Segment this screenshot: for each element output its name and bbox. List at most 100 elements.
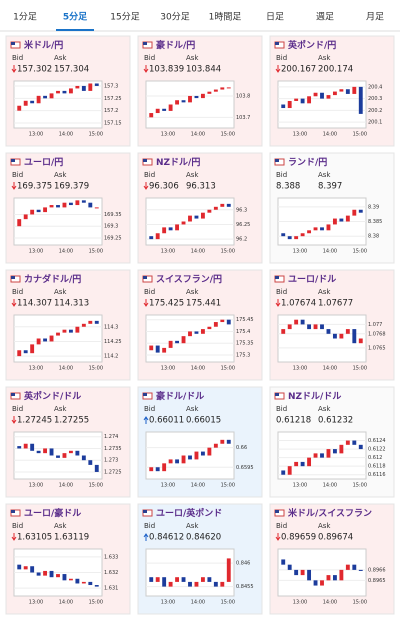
candle xyxy=(358,444,363,450)
candle xyxy=(294,319,299,325)
flag-canton xyxy=(143,42,147,45)
candle xyxy=(207,91,212,94)
candle xyxy=(155,345,160,353)
bid-label: Bid xyxy=(276,522,287,530)
candle xyxy=(75,326,80,333)
y-tick-label: 1.632 xyxy=(104,570,118,576)
x-tick-label: 14:00 xyxy=(323,132,337,138)
candle xyxy=(175,577,180,582)
ask-label: Ask xyxy=(318,171,331,179)
candle xyxy=(213,322,218,327)
candle xyxy=(352,86,357,94)
y-tick-label: 1.077 xyxy=(368,322,382,328)
candle xyxy=(307,569,312,581)
candle xyxy=(36,95,41,104)
flag-canton xyxy=(11,510,15,513)
candle xyxy=(345,440,350,445)
candle xyxy=(155,467,160,472)
candle xyxy=(43,448,48,454)
ask-label: Ask xyxy=(186,171,199,179)
bid-value: 157.302 xyxy=(17,65,52,75)
y-tick-label: 175.3 xyxy=(236,352,250,358)
pair-name: スイスフラン/円 xyxy=(156,274,222,285)
ask-label: Ask xyxy=(54,405,67,413)
pair-name: 英ポンド/円 xyxy=(287,39,336,51)
candle xyxy=(320,324,324,330)
tab[interactable]: 週足 xyxy=(316,12,334,23)
x-tick-label: 13:00 xyxy=(293,366,307,372)
candle xyxy=(30,100,35,104)
candle xyxy=(43,207,48,213)
ask-value: 96.313 xyxy=(186,182,216,192)
candle xyxy=(326,95,331,99)
y-tick-label: 114.3 xyxy=(104,324,118,330)
tab[interactable]: 月足 xyxy=(366,12,384,23)
candle xyxy=(175,100,180,105)
tab[interactable]: 30分足 xyxy=(160,12,189,23)
y-tick-label: 0.846 xyxy=(236,561,250,567)
candle xyxy=(281,329,286,334)
tab[interactable]: 15分足 xyxy=(110,12,139,23)
candle xyxy=(332,91,337,96)
flag-canton xyxy=(143,510,147,513)
candle xyxy=(281,559,286,565)
candle xyxy=(345,89,350,94)
candle xyxy=(88,83,93,91)
x-tick-label: 13:00 xyxy=(161,249,175,255)
tab[interactable]: 5分足 xyxy=(63,11,88,23)
bid-value: 1.07674 xyxy=(281,299,316,309)
chart-frame xyxy=(13,314,103,363)
tab[interactable]: 1時間足 xyxy=(209,12,242,23)
y-tick-label: 1.633 xyxy=(104,554,118,560)
candle xyxy=(213,206,218,210)
candle xyxy=(294,236,299,240)
candle xyxy=(23,100,28,106)
candle xyxy=(220,87,225,90)
tab[interactable]: 日足 xyxy=(266,12,284,23)
y-tick-label: 0.6116 xyxy=(368,472,386,478)
ask-label: Ask xyxy=(318,54,331,62)
x-tick-label: 13:00 xyxy=(293,132,307,138)
x-tick-label: 15:00 xyxy=(353,132,367,138)
bid-label: Bid xyxy=(144,54,155,62)
bid-value: 200.167 xyxy=(281,65,316,75)
ask-value: 0.84620 xyxy=(186,533,221,543)
candle xyxy=(168,459,173,464)
bid-label: Bid xyxy=(276,171,287,179)
y-tick-label: 200.4 xyxy=(368,84,382,90)
candle xyxy=(339,89,344,92)
candle xyxy=(17,219,22,227)
y-tick-label: 0.6118 xyxy=(368,464,386,470)
candle xyxy=(94,464,99,472)
candle xyxy=(188,215,192,222)
y-tick-label: 1.0768 xyxy=(368,331,386,337)
candle xyxy=(168,227,173,231)
candle xyxy=(320,580,324,586)
bid-label: Bid xyxy=(12,405,23,413)
candle xyxy=(226,439,231,444)
x-tick-label: 15:00 xyxy=(221,366,235,372)
x-tick-label: 15:00 xyxy=(221,483,235,489)
pair-name: ユーロ/円 xyxy=(24,157,63,168)
flag-canton xyxy=(143,393,147,396)
bid-label: Bid xyxy=(276,54,287,62)
trend-arrow xyxy=(143,533,149,541)
y-tick-label: 0.6124 xyxy=(368,438,386,444)
tab[interactable]: 1分足 xyxy=(13,12,37,23)
